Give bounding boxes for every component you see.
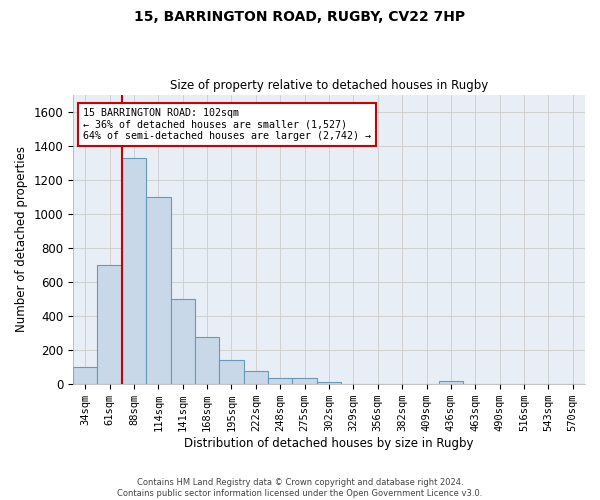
Bar xyxy=(170,299,195,384)
Bar xyxy=(220,360,244,384)
Bar xyxy=(317,382,341,384)
Y-axis label: Number of detached properties: Number of detached properties xyxy=(15,146,28,332)
Text: 15 BARRINGTON ROAD: 102sqm
← 36% of detached houses are smaller (1,527)
64% of s: 15 BARRINGTON ROAD: 102sqm ← 36% of deta… xyxy=(83,108,371,141)
Bar xyxy=(244,372,268,384)
Bar xyxy=(146,197,170,384)
Text: 15, BARRINGTON ROAD, RUGBY, CV22 7HP: 15, BARRINGTON ROAD, RUGBY, CV22 7HP xyxy=(134,10,466,24)
Bar xyxy=(195,338,220,384)
Bar xyxy=(292,378,317,384)
Bar xyxy=(439,381,463,384)
X-axis label: Distribution of detached houses by size in Rugby: Distribution of detached houses by size … xyxy=(184,437,474,450)
Title: Size of property relative to detached houses in Rugby: Size of property relative to detached ho… xyxy=(170,79,488,92)
Text: Contains HM Land Registry data © Crown copyright and database right 2024.
Contai: Contains HM Land Registry data © Crown c… xyxy=(118,478,482,498)
Bar xyxy=(122,158,146,384)
Bar xyxy=(73,367,97,384)
Bar xyxy=(97,265,122,384)
Bar xyxy=(268,378,292,384)
